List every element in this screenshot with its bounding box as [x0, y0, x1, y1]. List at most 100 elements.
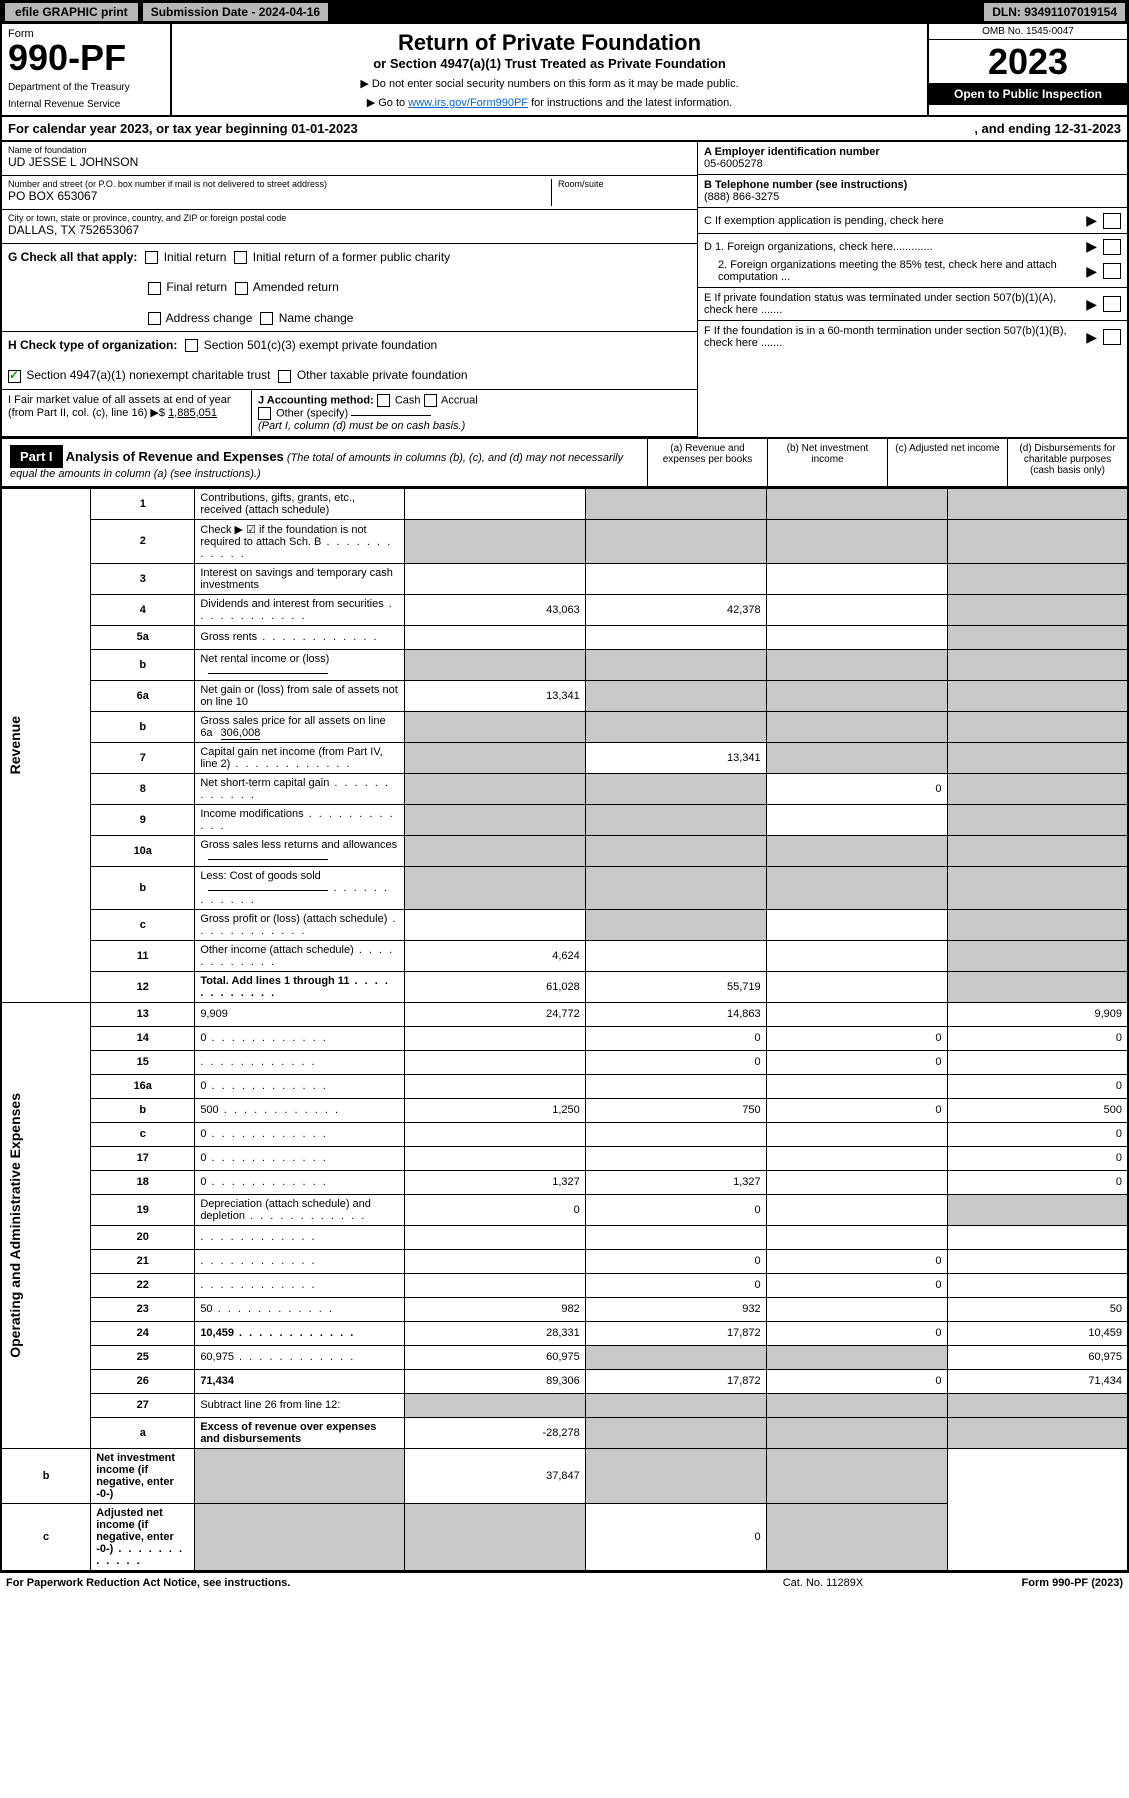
name-change-checkbox[interactable] [260, 312, 273, 325]
final-return-checkbox[interactable] [148, 282, 161, 295]
f-checkbox[interactable] [1103, 329, 1121, 345]
cell-c [766, 594, 947, 625]
initial-return-former-checkbox[interactable] [234, 251, 247, 264]
row-number: 24 [91, 1321, 195, 1345]
row-number: 17 [91, 1146, 195, 1170]
d1-label: D 1. Foreign organizations, check here..… [704, 241, 1080, 253]
row-number: c [91, 909, 195, 940]
4947a1-checkbox[interactable] [8, 370, 21, 383]
c-checkbox[interactable] [1103, 213, 1121, 229]
cell-d: 500 [947, 1098, 1128, 1122]
e-checkbox[interactable] [1103, 296, 1121, 312]
row-number: 25 [91, 1345, 195, 1369]
part1-title: Analysis of Revenue and Expenses [66, 449, 284, 464]
cell-b [585, 1146, 766, 1170]
cell-c [766, 1170, 947, 1194]
row-desc: Less: Cost of goods sold [195, 866, 405, 909]
cell-c [766, 1194, 947, 1225]
cell-a [404, 1026, 585, 1050]
cell-b [585, 1074, 766, 1098]
cell-b [585, 625, 766, 649]
row-desc [195, 1050, 405, 1074]
cell-d [947, 711, 1128, 742]
d2-checkbox[interactable] [1103, 263, 1121, 279]
cell-c [766, 680, 947, 711]
cell-b [585, 909, 766, 940]
cell-d: 0 [947, 1170, 1128, 1194]
row-number: 7 [91, 742, 195, 773]
table-row: 20 [1, 1225, 1128, 1249]
form990pf-link[interactable]: www.irs.gov/Form990PF [408, 97, 528, 109]
row-desc: 9,909 [195, 1002, 405, 1026]
col-c-header: (c) Adjusted net income [887, 439, 1007, 486]
cell-b: 0 [585, 1273, 766, 1297]
expenses-section-label: Operating and Administrative Expenses [7, 1093, 23, 1358]
omb-number: OMB No. 1545-0047 [929, 24, 1127, 40]
cell-a [404, 519, 585, 563]
table-row: 10aGross sales less returns and allowanc… [1, 835, 1128, 866]
address-change-checkbox[interactable] [148, 312, 161, 325]
cell-b [585, 1225, 766, 1249]
row-number: 4 [91, 594, 195, 625]
row-desc: Dividends and interest from securities [195, 594, 405, 625]
dept-treasury: Department of the Treasury [8, 82, 164, 93]
cell-a: 24,772 [404, 1002, 585, 1026]
other-method-checkbox[interactable] [258, 407, 271, 420]
ein-label: A Employer identification number [704, 146, 880, 158]
cell-b [585, 940, 766, 971]
table-row: 2671,43489,30617,872071,434 [1, 1369, 1128, 1393]
efile-print-button[interactable]: efile GRAPHIC print [4, 2, 139, 22]
table-row: 19Depreciation (attach schedule) and dep… [1, 1194, 1128, 1225]
cell-c [766, 711, 947, 742]
cell-a: 61,028 [404, 971, 585, 1002]
initial-return-checkbox[interactable] [145, 251, 158, 264]
cell-a [404, 804, 585, 835]
table-row: 16a00 [1, 1074, 1128, 1098]
form-header: Form 990-PF Department of the Treasury I… [0, 24, 1129, 117]
row-desc: Net investment income (if negative, ente… [91, 1448, 195, 1503]
cell-a [404, 742, 585, 773]
note-ssn: ▶ Do not enter social security numbers o… [182, 77, 917, 90]
row-number: 9 [91, 804, 195, 835]
cell-b [585, 773, 766, 804]
cash-checkbox[interactable] [377, 394, 390, 407]
amended-return-checkbox[interactable] [235, 282, 248, 295]
cell-b [585, 649, 766, 680]
c-label: C If exemption application is pending, c… [704, 215, 1080, 227]
cell-a: 0 [404, 1194, 585, 1225]
address-value: PO BOX 653067 [8, 189, 551, 203]
submission-date-label: Submission Date - 2024-04-16 [143, 3, 328, 21]
part1-table: Revenue1Contributions, gifts, grants, et… [0, 488, 1129, 1572]
cell-b: 0 [585, 1050, 766, 1074]
row-desc: 71,434 [195, 1369, 405, 1393]
table-row: 140000 [1, 1026, 1128, 1050]
d1-checkbox[interactable] [1103, 239, 1121, 255]
phone-label: B Telephone number (see instructions) [704, 179, 907, 191]
cell-d [947, 1249, 1128, 1273]
cell-a [404, 563, 585, 594]
table-row: 12Total. Add lines 1 through 1161,02855,… [1, 971, 1128, 1002]
arrow-icon: ▶ [1086, 212, 1097, 229]
cell-d [947, 625, 1128, 649]
table-row: 2100 [1, 1249, 1128, 1273]
cell-d: 10,459 [947, 1321, 1128, 1345]
row-number: 22 [91, 1273, 195, 1297]
row-desc: Interest on savings and temporary cash i… [195, 563, 405, 594]
table-row: 235098293250 [1, 1297, 1128, 1321]
row-desc: Depreciation (attach schedule) and deple… [195, 1194, 405, 1225]
row-number: b [91, 1098, 195, 1122]
cell-b: 750 [585, 1098, 766, 1122]
501c3-checkbox[interactable] [185, 339, 198, 352]
other-taxable-checkbox[interactable] [278, 370, 291, 383]
address-label: Number and street (or P.O. box number if… [8, 179, 551, 189]
cell-b: 1,327 [585, 1170, 766, 1194]
f-label: F If the foundation is in a 60-month ter… [704, 325, 1080, 349]
accrual-checkbox[interactable] [424, 394, 437, 407]
cell-a [404, 1249, 585, 1273]
table-row: 9Income modifications [1, 804, 1128, 835]
cell-d [947, 835, 1128, 866]
name-label: Name of foundation [8, 145, 691, 155]
cell-d [947, 594, 1128, 625]
row-desc: 10,459 [195, 1321, 405, 1345]
table-row: 3Interest on savings and temporary cash … [1, 563, 1128, 594]
